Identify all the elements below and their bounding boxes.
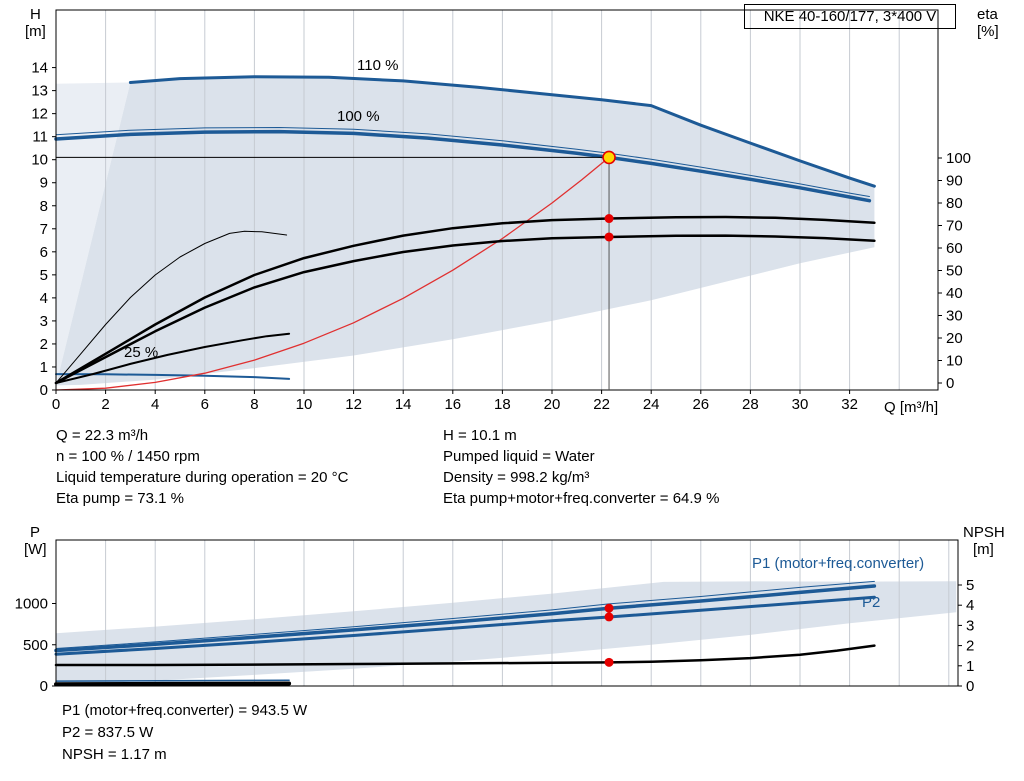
svg-text:500: 500 xyxy=(23,637,48,654)
svg-text:32: 32 xyxy=(841,396,858,413)
svg-text:6: 6 xyxy=(201,396,209,413)
svg-text:18: 18 xyxy=(494,396,511,413)
info-line-p2: P2 = 837.5 W xyxy=(62,724,154,741)
svg-text:9: 9 xyxy=(40,175,48,192)
svg-text:100: 100 xyxy=(946,150,971,167)
svg-text:12: 12 xyxy=(345,396,362,413)
duty-info-left-column: Q = 22.3 m³/h n = 100 % / 1450 rpm Liqui… xyxy=(56,425,348,509)
h-axis-unit: [m] xyxy=(25,23,46,40)
h-axis-label: H xyxy=(30,6,41,23)
svg-text:0: 0 xyxy=(40,382,48,399)
svg-text:14: 14 xyxy=(395,396,412,413)
info-line-eta-pump: Eta pump = 73.1 % xyxy=(56,490,184,507)
info-line-h: H = 10.1 m xyxy=(443,427,517,444)
svg-text:2: 2 xyxy=(40,336,48,353)
svg-text:1: 1 xyxy=(40,359,48,376)
info-line-npsh: NPSH = 1.17 m xyxy=(62,746,167,763)
svg-text:5: 5 xyxy=(40,267,48,284)
p-axis-label: P xyxy=(30,524,41,541)
svg-text:13: 13 xyxy=(31,83,48,100)
curve-label-p1: P1 (motor+freq.converter) xyxy=(752,555,925,572)
svg-text:4: 4 xyxy=(40,290,48,307)
svg-text:6: 6 xyxy=(40,244,48,261)
svg-text:2: 2 xyxy=(966,638,974,655)
npsh-axis-label: NPSH xyxy=(963,524,1005,541)
svg-text:0: 0 xyxy=(966,678,974,695)
svg-text:11: 11 xyxy=(32,129,48,146)
svg-text:90: 90 xyxy=(946,173,963,190)
info-line-q: Q = 22.3 m³/h xyxy=(56,427,149,444)
curve-label-p2: P2 xyxy=(862,594,881,611)
power-info-block: P1 (motor+freq.converter) = 943.5 W P2 =… xyxy=(62,700,307,766)
q-axis-label: Q [m³/h] xyxy=(884,399,939,416)
svg-text:2: 2 xyxy=(101,396,109,413)
svg-text:7: 7 xyxy=(40,221,48,238)
svg-text:24: 24 xyxy=(643,396,660,413)
curve-label-25: 25 % xyxy=(124,344,159,361)
pump-title-box: NKE 40-160/177, 3*400 V xyxy=(744,4,956,29)
svg-text:1: 1 xyxy=(966,658,974,675)
svg-text:14: 14 xyxy=(31,60,48,77)
info-line-liquid: Pumped liquid = Water xyxy=(443,448,595,465)
svg-text:30: 30 xyxy=(946,308,963,325)
svg-text:0: 0 xyxy=(52,396,60,413)
curve-label-110: 110 % xyxy=(357,57,399,74)
eta-axis-label: eta xyxy=(977,6,998,23)
svg-text:20: 20 xyxy=(544,396,561,413)
svg-text:20: 20 xyxy=(946,330,963,347)
svg-text:3: 3 xyxy=(40,313,48,330)
svg-text:22: 22 xyxy=(593,396,610,413)
svg-text:28: 28 xyxy=(742,396,759,413)
svg-text:60: 60 xyxy=(946,240,963,257)
svg-text:8: 8 xyxy=(40,198,48,215)
svg-text:50: 50 xyxy=(946,263,963,280)
svg-text:70: 70 xyxy=(946,218,963,235)
svg-text:26: 26 xyxy=(692,396,709,413)
svg-text:0: 0 xyxy=(946,375,954,392)
info-line-n: n = 100 % / 1450 rpm xyxy=(56,448,200,465)
svg-text:10: 10 xyxy=(296,396,313,413)
info-line-eta-total: Eta pump+motor+freq.converter = 64.9 % xyxy=(443,490,720,507)
svg-text:0: 0 xyxy=(40,678,48,695)
svg-text:4: 4 xyxy=(966,597,974,614)
svg-text:4: 4 xyxy=(151,396,159,413)
svg-text:1000: 1000 xyxy=(15,596,48,613)
svg-text:3: 3 xyxy=(966,617,974,634)
svg-text:8: 8 xyxy=(250,396,258,413)
svg-text:5: 5 xyxy=(966,577,974,594)
npsh-axis-unit: [m] xyxy=(973,541,994,558)
svg-text:40: 40 xyxy=(946,285,963,302)
svg-text:16: 16 xyxy=(444,396,461,413)
eta-axis-unit: [%] xyxy=(977,23,999,40)
svg-text:12: 12 xyxy=(31,106,48,123)
p-axis-unit: [W] xyxy=(24,541,47,558)
svg-text:10: 10 xyxy=(946,353,963,370)
info-line-temp: Liquid temperature during operation = 20… xyxy=(56,469,349,486)
svg-text:80: 80 xyxy=(946,195,963,212)
info-line-p1: P1 (motor+freq.converter) = 943.5 W xyxy=(62,702,308,719)
info-line-density: Density = 998.2 kg/m³ xyxy=(443,469,590,486)
svg-text:10: 10 xyxy=(31,152,48,169)
svg-text:30: 30 xyxy=(792,396,809,413)
duty-info-right-column: H = 10.1 m Pumped liquid = Water Density… xyxy=(443,425,719,509)
curve-label-100: 100 % xyxy=(337,108,380,125)
